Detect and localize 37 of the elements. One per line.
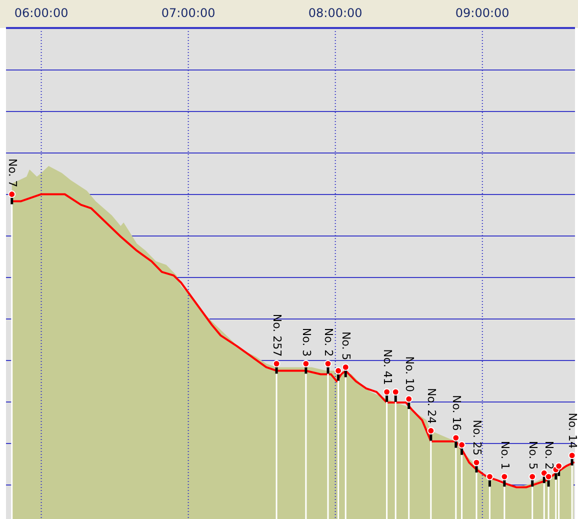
point xyxy=(324,360,332,368)
point xyxy=(272,360,280,368)
annotation: No. 41 xyxy=(380,349,394,385)
x-tick-label: 09:00:00 xyxy=(455,6,510,20)
point xyxy=(342,364,350,371)
point xyxy=(555,462,563,470)
x-tick-label: 07:00:00 xyxy=(161,6,216,20)
point xyxy=(486,472,494,480)
annotation: No. 24 xyxy=(424,388,438,424)
annotation: No. 25 xyxy=(470,420,484,456)
point xyxy=(383,388,391,396)
annotation: No. 5 xyxy=(526,440,540,470)
x-tick-label: 06:00:00 xyxy=(14,6,68,20)
point xyxy=(458,441,466,449)
annotation: No. 2 xyxy=(542,440,556,470)
point xyxy=(500,472,508,480)
annotation: No. 7 xyxy=(6,158,19,188)
point xyxy=(405,395,413,403)
annotation: No. 2 xyxy=(322,328,335,357)
point xyxy=(427,427,435,434)
point xyxy=(528,472,536,480)
annotation: No. 16 xyxy=(450,395,463,431)
point xyxy=(392,388,400,396)
x-tick-label: 08:00:00 xyxy=(308,6,362,20)
annotation: No. 1 xyxy=(498,440,512,470)
point xyxy=(452,434,460,442)
point xyxy=(8,190,16,198)
point xyxy=(544,472,552,480)
annotation: No. 10 xyxy=(402,356,416,392)
annotation: No. 3 xyxy=(300,328,313,357)
annotation: No. 257 xyxy=(270,314,284,357)
point xyxy=(472,458,480,466)
point xyxy=(302,360,310,368)
annotation: No. 5 xyxy=(340,331,353,360)
annotation: No. 14 xyxy=(566,412,578,448)
point xyxy=(334,367,342,374)
point xyxy=(568,452,576,460)
